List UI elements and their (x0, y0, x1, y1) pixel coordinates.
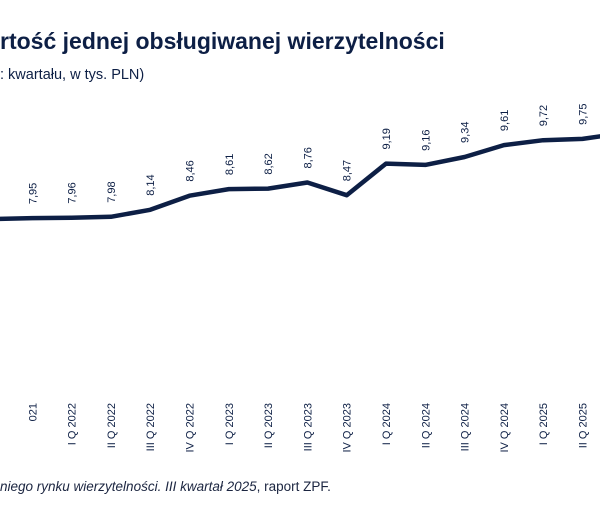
data-label-layer: 7,95 7,96 7,98 8,14 8,46 8,61 8,62 8,76 8,47 9,19… (27, 103, 590, 204)
x-tick-label: II Q 2025 (578, 403, 590, 448)
source-note: niego rynku wierzytelności. III kwartał … (0, 479, 600, 494)
data-label: 9,61 (499, 110, 511, 131)
data-label: 9,34 (460, 122, 472, 143)
source-rest: , raport ZPF. (256, 479, 331, 494)
chart-subtitle: : kwartału, w tys. PLN) (0, 67, 145, 83)
series-line (0, 134, 600, 222)
line-chart: 7,95 7,96 7,98 8,14 8,46 8,61 8,62 8,76 8,47 9,19… (0, 103, 600, 453)
data-label: 8,61 (224, 154, 236, 175)
source-italic: niego rynku wierzytelności. III kwartał … (0, 479, 257, 494)
x-tick-layer: 021 I Q 2022 II Q 2022 III Q 2022 IV Q 2022 I… (27, 403, 590, 453)
data-label: 9,75 (578, 103, 590, 124)
data-label: 8,76 (302, 147, 314, 168)
data-label: 8,47 (342, 160, 354, 181)
x-tick-label: IV Q 2024 (499, 403, 511, 453)
x-tick-label: I Q 2022 (67, 403, 79, 445)
x-tick-label: I Q 2025 (538, 403, 550, 445)
x-tick-label: III Q 2024 (460, 403, 472, 451)
chart-title: rtość jednej obsługiwanej wierzytelności (0, 28, 445, 54)
series-line-layer (0, 134, 600, 222)
x-tick-label: II Q 2022 (106, 403, 118, 448)
x-tick-label: IV Q 2023 (342, 403, 354, 453)
x-tick-label: II Q 2024 (420, 403, 432, 448)
data-label: 9,16 (420, 129, 432, 150)
x-tick-label: 021 (27, 403, 39, 421)
x-tick-label: III Q 2022 (145, 403, 157, 451)
x-tick-label: IV Q 2022 (185, 403, 197, 453)
data-label: 7,96 (67, 182, 79, 203)
data-label: 8,62 (263, 153, 275, 174)
x-tick-label: I Q 2024 (381, 403, 393, 445)
x-tick-label: I Q 2023 (224, 403, 236, 445)
x-tick-label: III Q 2023 (302, 403, 314, 451)
data-label: 8,14 (145, 174, 157, 195)
data-label: 9,72 (538, 105, 550, 126)
data-label: 7,98 (106, 181, 118, 202)
data-label: 9,19 (381, 128, 393, 149)
data-label: 7,95 (27, 183, 39, 204)
x-tick-label: II Q 2023 (263, 403, 275, 448)
data-label: 8,46 (185, 160, 197, 181)
